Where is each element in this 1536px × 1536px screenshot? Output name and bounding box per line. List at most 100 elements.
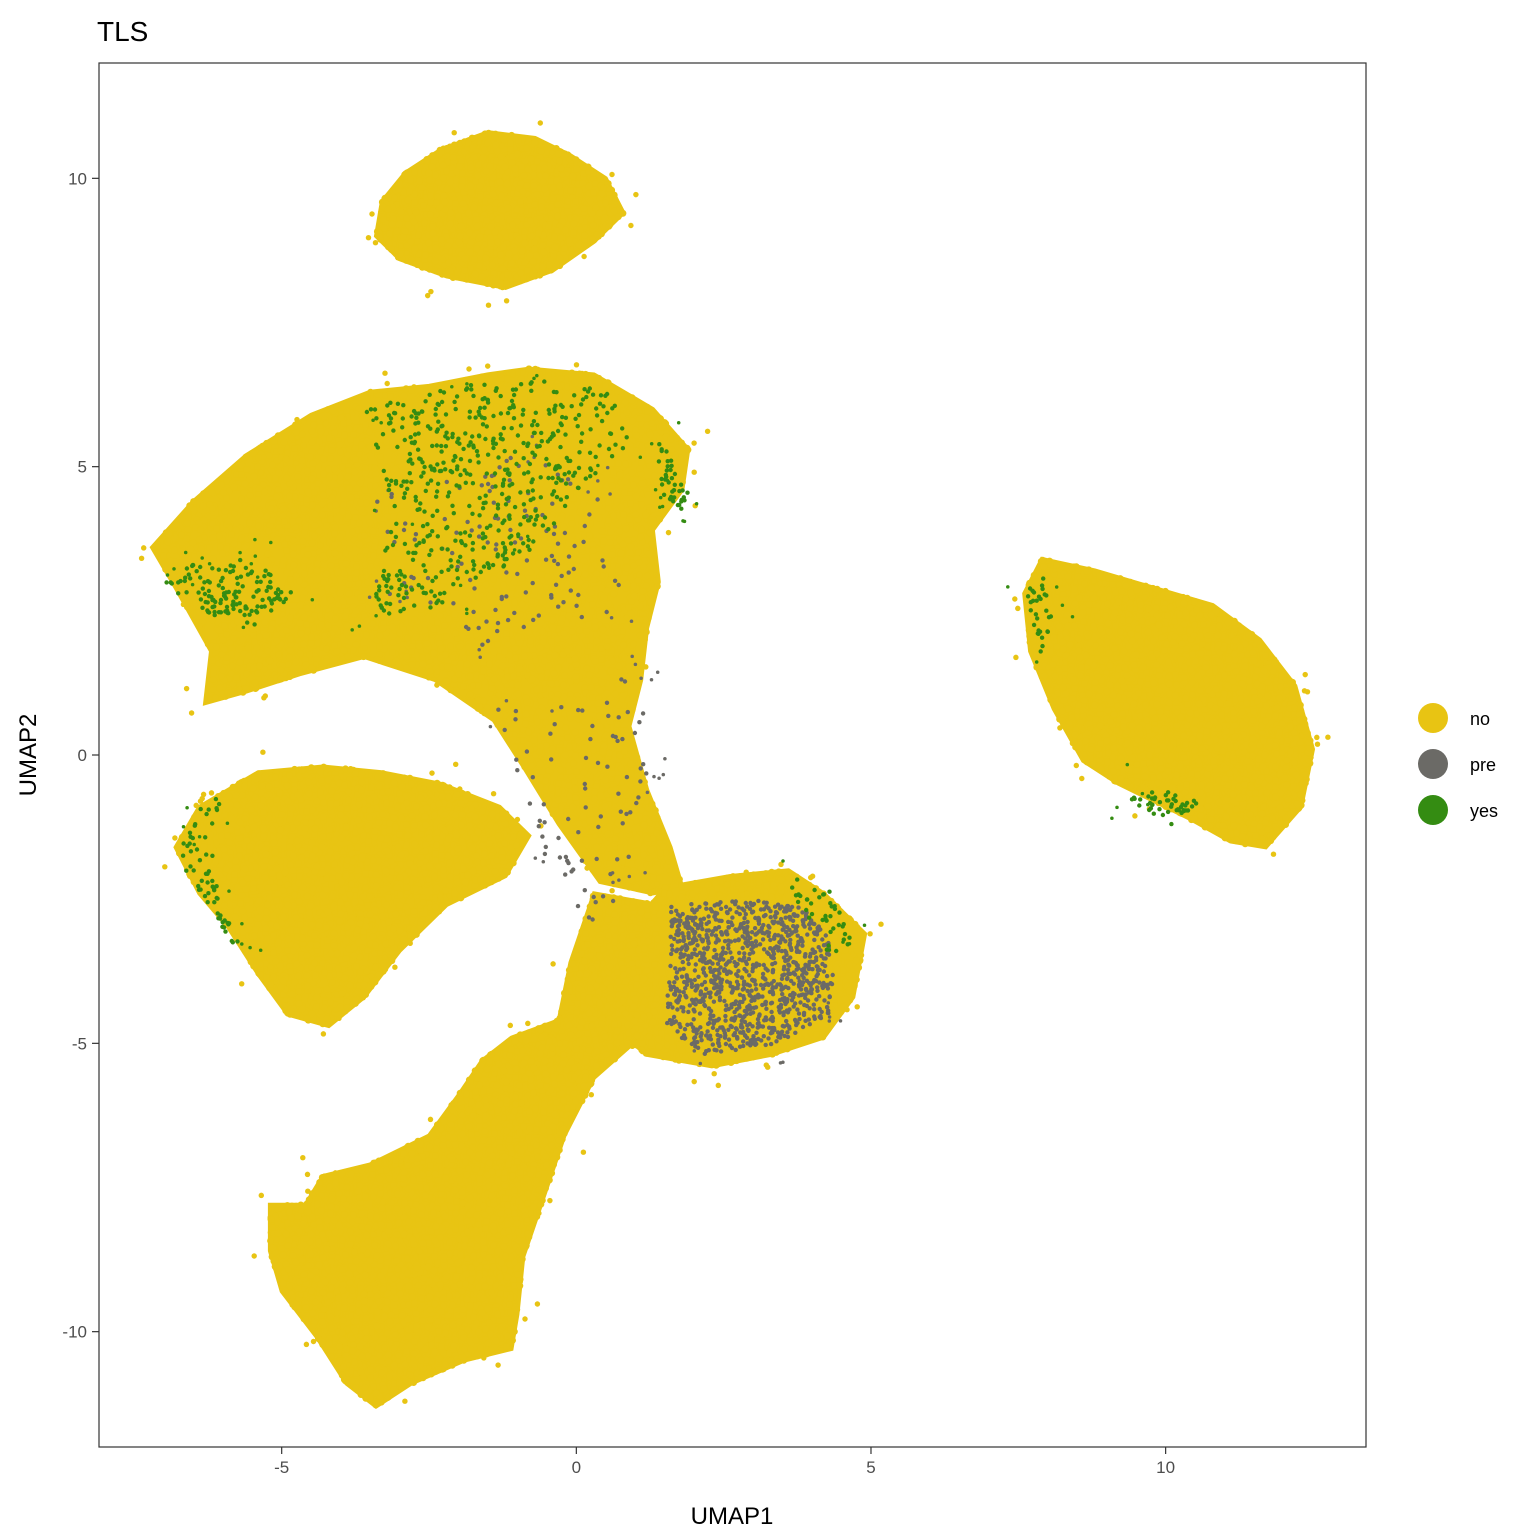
point-no [482,254,490,262]
point-no [561,226,569,234]
point-no [498,192,505,200]
point-no [569,172,577,180]
point-no [582,224,588,230]
point-no [491,277,499,284]
point-no [564,197,571,205]
point-no [589,170,597,177]
point-no [556,254,564,262]
point-no [398,243,404,249]
point-no [531,201,538,209]
point-no [206,544,213,551]
point-no [537,148,545,155]
point-no [533,191,541,199]
point-no [523,144,531,152]
point-no [610,207,618,215]
point-no [465,209,472,217]
point-no [628,222,634,229]
point-no [477,193,484,201]
point-no [439,161,447,169]
point-no [375,233,383,241]
point-no [563,208,571,215]
point-no [475,161,482,169]
point-no [527,217,534,225]
point-no [476,233,484,241]
point-no [549,149,555,156]
point-no [556,234,564,242]
point-no [538,203,545,211]
point-no [412,209,420,216]
point-no [456,547,464,555]
point-no [586,197,594,205]
point-no [601,214,609,222]
point-no [581,231,589,239]
point-no [467,239,475,246]
point-no [573,165,581,173]
point-no [501,163,509,171]
point-no [438,148,445,156]
point-no [494,238,501,246]
point-no [494,641,501,648]
point-no [525,365,533,373]
point-no [453,168,460,176]
point-no [388,220,396,228]
point-no [497,251,505,259]
point-no [508,259,516,267]
point-no [570,229,577,236]
point-no [411,245,419,253]
point-no [455,238,463,246]
point-no [481,146,489,154]
point-no [531,245,538,253]
point-no [503,703,511,711]
point-no [486,204,494,212]
point-no [432,171,439,179]
point-no [515,137,522,144]
point-no [518,247,526,255]
point-no [610,512,617,520]
point-no [432,244,440,252]
point-no [466,248,474,256]
point-no [489,190,497,198]
point-no [491,133,499,141]
point-no [513,273,519,280]
point-no [566,156,572,163]
point-no [420,202,427,209]
point-no [422,262,429,270]
point-no [531,365,539,373]
point-no [241,480,249,488]
point-no [614,213,622,221]
point-no [433,199,440,207]
point-no [517,198,524,205]
point-no [246,492,254,499]
point-no [581,417,589,424]
point-no [545,223,552,231]
point-no [530,182,538,189]
point-no [565,236,573,244]
point-no [425,169,433,177]
point-no [602,199,609,207]
point-no [531,138,539,146]
point-no [589,236,597,243]
point-no [556,157,563,165]
point-no [403,214,411,222]
point-no [549,194,557,202]
point-no [254,496,262,503]
point-no [411,199,418,206]
point-no [536,666,544,674]
point-no [293,596,301,603]
point-no [521,258,529,266]
point-no [503,280,511,288]
point-no [446,178,454,186]
point-no [534,158,541,165]
point-no [446,220,454,228]
point-no [377,453,384,460]
point-no [487,239,495,247]
point-no [454,268,461,276]
point-no [580,205,588,212]
point-no [479,154,487,162]
point-no [424,292,431,299]
point-no [499,265,507,272]
point-no [567,187,574,194]
point-no [634,859,642,867]
point-no [473,216,480,223]
point-no [427,199,434,207]
